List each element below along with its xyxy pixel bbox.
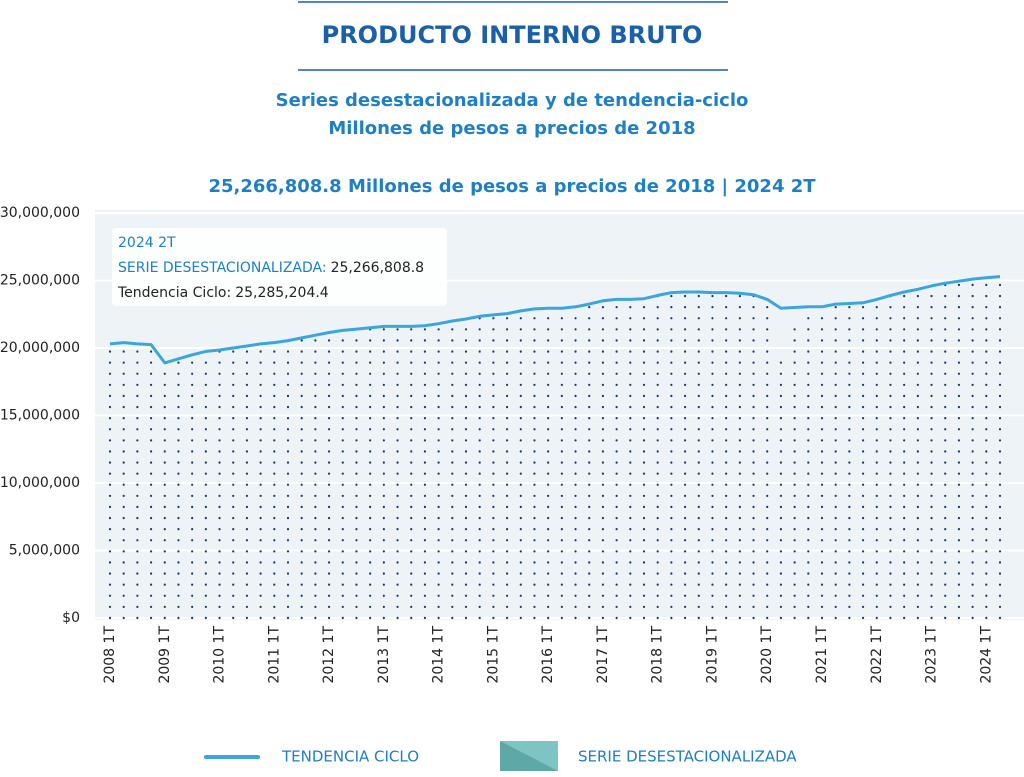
legend-swatch-shade — [500, 741, 558, 771]
x-tick-label: 2011 1T — [266, 626, 282, 684]
tooltip-value: 25,266,808.8 — [331, 260, 425, 276]
x-tick-label: 2019 1T — [704, 626, 720, 684]
y-tick-label: $0 — [62, 610, 80, 626]
subtitle: Series desestacionalizada y de tendencia… — [276, 90, 749, 111]
tooltip-category: 2024 2T — [118, 235, 176, 251]
y-tick-label: 15,000,000 — [0, 408, 80, 424]
tooltip-label: SERIE DESESTACIONALIZADA: 25,266,808.8 — [118, 260, 424, 276]
legend-label: SERIE DESESTACIONALIZADA — [578, 748, 797, 766]
tooltip-label: Tendencia Ciclo: 25,285,204.4 — [117, 285, 329, 301]
x-tick-label: 2009 1T — [157, 626, 173, 684]
x-tick-label: 2010 1T — [212, 626, 228, 684]
subtitle: Millones de pesos a precios de 2018 — [328, 118, 695, 139]
x-tick-label: 2018 1T — [650, 626, 666, 684]
chart-title: PRODUCTO INTERNO BRUTO — [322, 21, 703, 49]
x-tick-label: 2008 1T — [102, 626, 118, 684]
trend-line — [109, 275, 1001, 365]
headline: 25,266,808.8 Millones de pesos a precios… — [208, 176, 816, 197]
x-tick-label: 2014 1T — [431, 626, 447, 684]
y-tick-label: 5,000,000 — [9, 543, 80, 559]
x-tick-label: 2012 1T — [321, 626, 337, 684]
x-tick-label: 2022 1T — [869, 626, 885, 684]
x-tick-label: 2015 1T — [485, 626, 501, 684]
tooltip-value: 25,285,204.4 — [235, 285, 329, 301]
y-tick-label: 30,000,000 — [0, 205, 80, 221]
x-tick-label: 2013 1T — [376, 626, 392, 684]
tooltip-box — [112, 228, 447, 306]
tooltip: 2024 2T SERIE DESESTACIONALIZADA: 25,266,8… — [112, 228, 447, 306]
x-tick-label: 2017 1T — [595, 626, 611, 684]
legend: TENDENCIA CICLO SERIE DESESTACIONALIZADA — [204, 741, 797, 771]
y-tick-label: 25,000,000 — [0, 273, 80, 289]
x-tick-label: 2023 1T — [924, 626, 940, 684]
y-tick-label: 10,000,000 — [0, 475, 80, 491]
tooltip-label-text: SERIE DESESTACIONALIZADA: — [118, 260, 327, 276]
legend-label: TENDENCIA CICLO — [281, 748, 419, 766]
x-tick-label: 2020 1T — [759, 626, 775, 684]
x-tick-label: 2024 1T — [978, 626, 994, 684]
x-tick-label: 2016 1T — [540, 626, 556, 684]
tooltip-label-text: Tendencia Ciclo: — [117, 285, 231, 301]
y-tick-label: 20,000,000 — [0, 340, 80, 356]
x-tick-label: 2021 1T — [814, 626, 830, 684]
